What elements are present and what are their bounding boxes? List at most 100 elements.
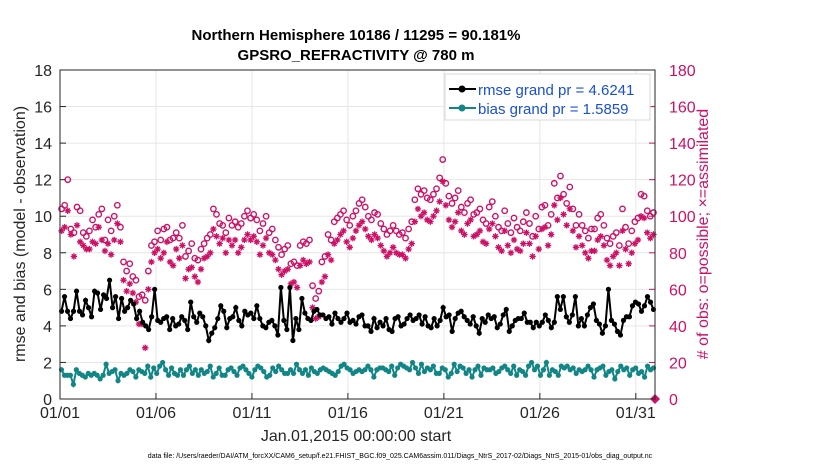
obs-possible-point	[209, 205, 217, 213]
obs-possible-point	[591, 225, 598, 233]
rmse-point	[449, 328, 455, 334]
y-tick-label-left: 18	[34, 63, 52, 80]
obs-assimilated-point	[616, 262, 623, 269]
bias-point	[183, 367, 190, 373]
obs-possible-point	[117, 223, 124, 231]
rmse-point	[212, 325, 218, 331]
rmse-point	[521, 310, 527, 316]
obs-possible-point	[640, 192, 648, 200]
rmse-point	[70, 308, 77, 314]
bias-point	[216, 365, 222, 371]
bias-point	[460, 365, 466, 371]
obs-assimilated-point	[637, 213, 645, 220]
y-tick-label-left: 2	[43, 355, 52, 372]
obs-possible-point	[377, 220, 385, 227]
rmse-point	[482, 319, 488, 325]
obs-assimilated-point	[272, 256, 279, 264]
obs-assimilated-point	[572, 244, 580, 251]
bias-point	[618, 363, 624, 369]
bias-point	[234, 372, 240, 378]
rmse-point	[109, 305, 116, 311]
obs-possible-point	[120, 258, 127, 266]
obs-possible-point	[268, 225, 276, 233]
obs-possible-point	[461, 209, 468, 216]
y-tick-label-right: 40	[669, 319, 687, 336]
bias-point	[552, 368, 558, 375]
obs-possible-point	[619, 205, 626, 213]
rmse-point	[308, 317, 314, 324]
y-axis-label-left: rmse and bias (model - observation)	[12, 106, 29, 362]
rmse-point	[191, 314, 197, 320]
obs-assimilated-point	[566, 205, 573, 213]
bias-point	[115, 378, 121, 384]
rmse-point	[284, 326, 290, 333]
obs-assimilated-point	[411, 218, 419, 225]
obs-assimilated-point	[427, 218, 434, 225]
bias-point	[588, 367, 594, 373]
rmse-point	[344, 310, 350, 316]
obs-assimilated-point	[287, 280, 295, 288]
rmse-point	[176, 321, 182, 327]
obs-possible-point	[315, 287, 323, 295]
rmse-point	[602, 323, 609, 329]
bias-point	[195, 372, 201, 378]
rmse-point	[188, 299, 194, 305]
obs-assimilated-point	[120, 276, 127, 284]
rmse-point	[82, 297, 89, 303]
obs-possible-point	[448, 200, 456, 207]
bias-point	[160, 359, 166, 366]
plot-series	[58, 156, 660, 404]
obs-possible-point	[606, 240, 614, 248]
obs-possible-point	[420, 187, 428, 195]
obs-possible-point	[615, 242, 623, 249]
rmse-point	[476, 330, 482, 336]
bias-point	[198, 367, 204, 373]
obs-possible-point	[98, 205, 106, 213]
obs-possible-point	[110, 212, 118, 220]
obs-assimilated-point	[210, 225, 217, 233]
rmse-point	[230, 314, 236, 320]
obs-assimilated-point	[160, 249, 168, 256]
obs-assimilated-point	[476, 227, 484, 235]
x-tick-label: 01/16	[328, 405, 368, 422]
bias-point	[624, 365, 630, 371]
obs-assimilated-point	[557, 194, 564, 202]
rmse-series	[58, 277, 657, 344]
obs-assimilated-point	[609, 253, 617, 260]
obs-assimilated-point	[191, 273, 199, 280]
x-tick-label: 01/01	[40, 405, 80, 422]
bias-point	[293, 361, 300, 367]
legend-rmse-label: rmse grand pr = 4.6241	[478, 82, 634, 99]
obs-assimilated-point	[293, 284, 301, 291]
obs-assimilated-point	[551, 202, 558, 209]
obs-assimilated-point	[377, 242, 384, 249]
y-tick-label-left: 6	[43, 282, 52, 299]
bias-point	[534, 363, 541, 369]
obs-possible-point	[374, 210, 382, 218]
obs-assimilated-point	[399, 251, 406, 258]
obs-assimilated-point	[538, 225, 546, 233]
bias-point	[528, 359, 535, 366]
obs-possible-point	[476, 205, 484, 213]
bias-point	[246, 370, 252, 377]
obs-possible-point	[504, 220, 512, 227]
obs-possible-point	[584, 234, 592, 242]
rmse-point	[554, 294, 560, 300]
rmse-point	[503, 306, 509, 313]
obs-possible-point	[557, 172, 564, 180]
bias-point	[148, 374, 154, 380]
obs-assimilated-point	[182, 275, 189, 282]
obs-assimilated-point	[464, 220, 471, 227]
obs-assimilated-point	[225, 236, 233, 244]
rmse-point	[380, 323, 386, 329]
obs-assimilated-point	[541, 223, 549, 231]
bias-point	[368, 367, 374, 373]
obs-possible-point	[550, 179, 558, 187]
bias-point	[296, 367, 303, 373]
obs-assimilated-point	[535, 245, 542, 253]
rmse-point	[320, 312, 326, 318]
obs-possible-point	[361, 203, 369, 211]
bias-point	[157, 363, 163, 369]
y-tick-label-left: 16	[34, 100, 52, 117]
rmse-point	[428, 325, 434, 331]
